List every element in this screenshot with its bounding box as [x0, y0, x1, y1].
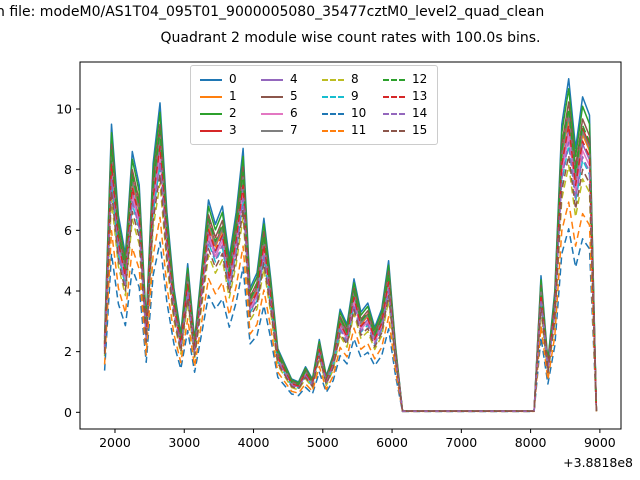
- legend-entry: 5: [261, 88, 306, 105]
- legend-entry: 1: [200, 88, 245, 105]
- page-title: Quadrant 2 module wise count rates with …: [160, 30, 541, 46]
- legend-line-sample: [200, 129, 222, 132]
- legend-label: 15: [412, 123, 428, 137]
- y-tick-label: 4: [64, 283, 72, 298]
- legend-label: 9: [351, 89, 359, 103]
- legend-entry: 4: [261, 71, 306, 88]
- series-line-15: [103, 154, 598, 412]
- legend-label: 13: [412, 89, 428, 103]
- legend-entry: 14: [383, 105, 428, 122]
- x-tick-label: 6000: [376, 435, 408, 450]
- series-line-5: [103, 101, 598, 412]
- y-tick-label: 2: [64, 344, 72, 359]
- series-line-7: [103, 114, 598, 412]
- legend-entry: 10: [322, 105, 367, 122]
- legend-line-sample: [383, 95, 405, 98]
- series-line-8: [103, 164, 598, 412]
- legend-label: 1: [229, 89, 237, 103]
- y-tick-label: 6: [64, 223, 72, 238]
- legend-label: 7: [290, 123, 298, 137]
- legend-entry: 12: [383, 71, 428, 88]
- series-line-1: [103, 117, 598, 412]
- legend-label: 10: [351, 106, 367, 120]
- legend-line-sample: [322, 95, 344, 98]
- legend-label: 2: [229, 106, 237, 120]
- x-tick-label: 5000: [307, 435, 339, 450]
- legend-label: 4: [290, 72, 298, 86]
- legend-line-sample: [200, 95, 222, 98]
- x-axis-offset-text: +3.8818e8: [563, 455, 633, 470]
- legend-label: 12: [412, 72, 428, 86]
- series-line-14: [103, 141, 598, 412]
- x-tick-label: 9000: [584, 435, 616, 450]
- x-tick-label: 3000: [168, 435, 200, 450]
- series-line-3: [103, 111, 598, 412]
- y-tick-label: 0: [64, 405, 72, 420]
- legend-entry: 2: [200, 105, 245, 122]
- series-line-13: [103, 124, 598, 412]
- file-path-text: n file: modeM0/AS1T04_095T01_9000005080_…: [0, 4, 545, 20]
- legend-label: 11: [351, 123, 367, 137]
- legend-label: 0: [229, 72, 237, 86]
- legend-line-sample: [322, 78, 344, 81]
- legend-entry: 3: [200, 122, 245, 139]
- legend-line-sample: [200, 78, 222, 81]
- series-line-12: [103, 107, 598, 412]
- legend-line-sample: [261, 129, 283, 132]
- legend-entry: 9: [322, 88, 367, 105]
- y-tick-label: 10: [56, 102, 72, 117]
- legend-label: 14: [412, 106, 428, 120]
- legend: 0 1 2 3 4 5 6 7 8 9 10 11 12 13 14 15: [190, 65, 438, 145]
- y-tick-label: 8: [64, 162, 72, 177]
- legend-line-sample: [383, 112, 405, 115]
- series-line-9: [103, 144, 598, 412]
- legend-line-sample: [261, 112, 283, 115]
- x-tick-label: 8000: [515, 435, 547, 450]
- legend-entry: 0: [200, 71, 245, 88]
- legend-line-sample: [383, 129, 405, 132]
- legend-label: 5: [290, 89, 298, 103]
- legend-line-sample: [322, 112, 344, 115]
- x-tick-label: 4000: [238, 435, 270, 450]
- series-line-4: [103, 127, 598, 412]
- legend-entry: 6: [261, 105, 306, 122]
- legend-line-sample: [261, 95, 283, 98]
- legend-entry: 11: [322, 122, 367, 139]
- legend-entry: 7: [261, 122, 306, 139]
- legend-line-sample: [383, 78, 405, 81]
- x-tick-label: 2000: [99, 435, 131, 450]
- x-tick-label: 7000: [445, 435, 477, 450]
- series-line-6: [103, 134, 598, 412]
- legend-entry: 15: [383, 122, 428, 139]
- legend-line-sample: [261, 78, 283, 81]
- legend-line-sample: [200, 112, 222, 115]
- legend-label: 6: [290, 106, 298, 120]
- legend-line-sample: [322, 129, 344, 132]
- axes-frame: [79, 61, 622, 430]
- legend-entry: 8: [322, 71, 367, 88]
- legend-entry: 13: [383, 88, 428, 105]
- legend-label: 3: [229, 123, 237, 137]
- legend-label: 8: [351, 72, 359, 86]
